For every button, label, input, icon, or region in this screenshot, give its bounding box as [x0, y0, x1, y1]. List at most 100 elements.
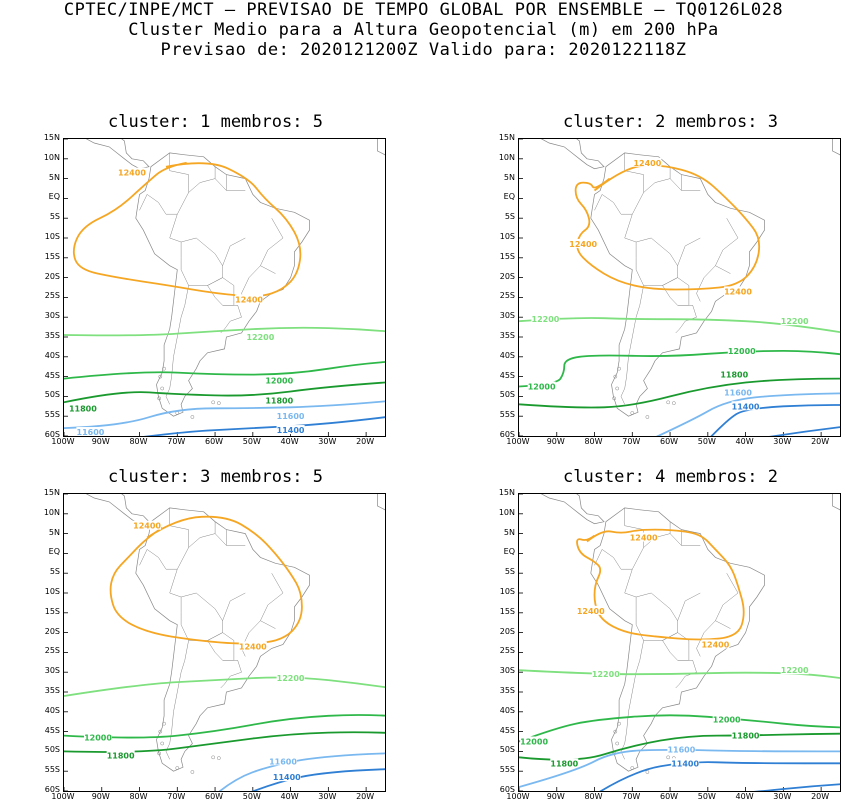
country-border — [169, 569, 182, 625]
lat-tick-label: 50S — [44, 745, 60, 755]
lon-tick-label: 50W — [242, 792, 261, 801]
contour-label-bg — [265, 375, 294, 385]
contour-label: 11600 — [269, 757, 297, 766]
country-border — [620, 285, 644, 405]
africa-coastline — [377, 139, 385, 156]
contour-label-bg — [633, 157, 662, 167]
lat-tick-label: 20S — [499, 271, 515, 281]
contour-11800 — [519, 732, 840, 761]
island — [617, 366, 621, 371]
contour-label-bg — [238, 641, 267, 651]
lon-tick-label: 100W — [51, 437, 75, 446]
lon-tick-label: 50W — [697, 437, 716, 446]
lon-tick-label: 90W — [546, 792, 565, 801]
contour-12000 — [519, 714, 840, 743]
lat-tick-label: 35S — [499, 331, 515, 340]
contour-label-bg — [720, 369, 749, 379]
contour-12200 — [519, 317, 840, 334]
contour-label-bg — [550, 758, 579, 768]
country-border — [635, 237, 678, 286]
lat-tick-label: 5S — [504, 567, 515, 577]
contour-12000 — [64, 361, 385, 380]
lon-tick-label: 20W — [356, 437, 375, 446]
contour-label-bg — [731, 401, 760, 411]
country-border — [188, 533, 246, 548]
contour-11800 — [64, 381, 385, 404]
lat-tick-label: 5S — [49, 212, 60, 222]
lat-tick-label: 25S — [499, 291, 515, 301]
contour-label-bg — [569, 238, 598, 248]
panel-title: cluster: 3 membros: 5 — [108, 467, 323, 487]
lat-tick-label: 25S — [499, 646, 515, 656]
contour-12200 — [64, 326, 385, 337]
lon-tick-label: 90W — [91, 437, 110, 446]
contour-label: 11400 — [671, 759, 699, 768]
contour-label: 12400 — [577, 607, 605, 616]
country-border — [241, 620, 261, 657]
country-border — [188, 178, 246, 193]
contour-label: 11600 — [667, 745, 695, 754]
contour-11800 — [519, 377, 840, 409]
lon-tick-label: 40W — [735, 437, 754, 446]
figure-header: CPTEC/INPE/MCT – PREVISAO DE TEMPO GLOBA… — [0, 0, 847, 60]
contour-label-bg — [76, 427, 105, 436]
lat-tick-label: 25S — [44, 646, 60, 656]
island — [160, 386, 165, 391]
lat-tick-label: 50S — [499, 390, 515, 400]
contour-12000 — [64, 714, 385, 739]
map-canvas: 12400 12400 12400 12200 12200 12000 12000 11800… — [519, 494, 840, 791]
island — [612, 396, 617, 401]
country-border — [624, 569, 637, 625]
contour-label: 12000 — [265, 377, 293, 386]
lat-tick-label: 10S — [44, 232, 60, 241]
island — [615, 386, 620, 391]
country-border — [696, 265, 716, 302]
contour-label: 11800 — [550, 759, 578, 768]
island — [613, 374, 618, 379]
contour-label-bg — [731, 730, 760, 740]
contour-12000 — [519, 349, 840, 388]
panel-title: cluster: 1 membros: 5 — [108, 112, 323, 132]
contour-label-bg — [591, 669, 620, 679]
lon-tick-label: 80W — [129, 792, 148, 801]
lat-tick-label: 40S — [44, 350, 60, 360]
contour-label-bg — [133, 520, 162, 530]
lon-tick-label: 40W — [735, 792, 754, 801]
lat-tick-label: 60S — [499, 785, 515, 794]
island — [666, 755, 671, 760]
lat-tick-label: 55S — [44, 765, 60, 775]
contour-label-bg — [531, 314, 560, 324]
contour-label: 12000 — [84, 734, 112, 743]
country-border — [677, 592, 701, 621]
contour-label: 12000 — [528, 383, 556, 392]
map-panel-cluster-3: cluster: 3 membros: 5 15N 10N 5N EQ 5S 10S 15S 2… — [0, 465, 394, 810]
contour-label-bg — [235, 294, 264, 304]
contour-label-bg — [520, 736, 549, 746]
lat-tick-label: 10N — [498, 507, 515, 517]
lat-tick-label: EQ — [503, 192, 515, 202]
lat-tick-label: 20S — [44, 626, 60, 636]
island — [645, 415, 650, 419]
contour-label: 11600 — [277, 412, 305, 421]
lat-tick-label: EQ — [48, 192, 60, 202]
panel-title: cluster: 2 membros: 3 — [563, 112, 778, 132]
south-america-coastline — [135, 152, 310, 417]
lon-tick-label: 90W — [546, 437, 565, 446]
contour-label-bg — [727, 345, 756, 355]
island — [613, 729, 618, 734]
contour-label-bg — [667, 744, 696, 754]
island — [162, 366, 166, 371]
country-border — [635, 592, 678, 641]
lon-tick-label: 30W — [773, 437, 792, 446]
contour-label: 12000 — [713, 716, 741, 725]
lat-tick-label: 20S — [499, 626, 515, 636]
contour-label: 12400 — [701, 640, 729, 649]
contour-label: 12400 — [633, 159, 661, 168]
island — [190, 770, 195, 774]
contour-11400 — [599, 761, 840, 791]
lat-tick-label: 10N — [43, 507, 60, 517]
lat-tick-label: 50S — [44, 390, 60, 400]
island — [175, 766, 180, 770]
country-border — [715, 573, 739, 629]
map-frame: 12400 12400 12200 12000 11800 11600 11400 — [63, 493, 386, 792]
